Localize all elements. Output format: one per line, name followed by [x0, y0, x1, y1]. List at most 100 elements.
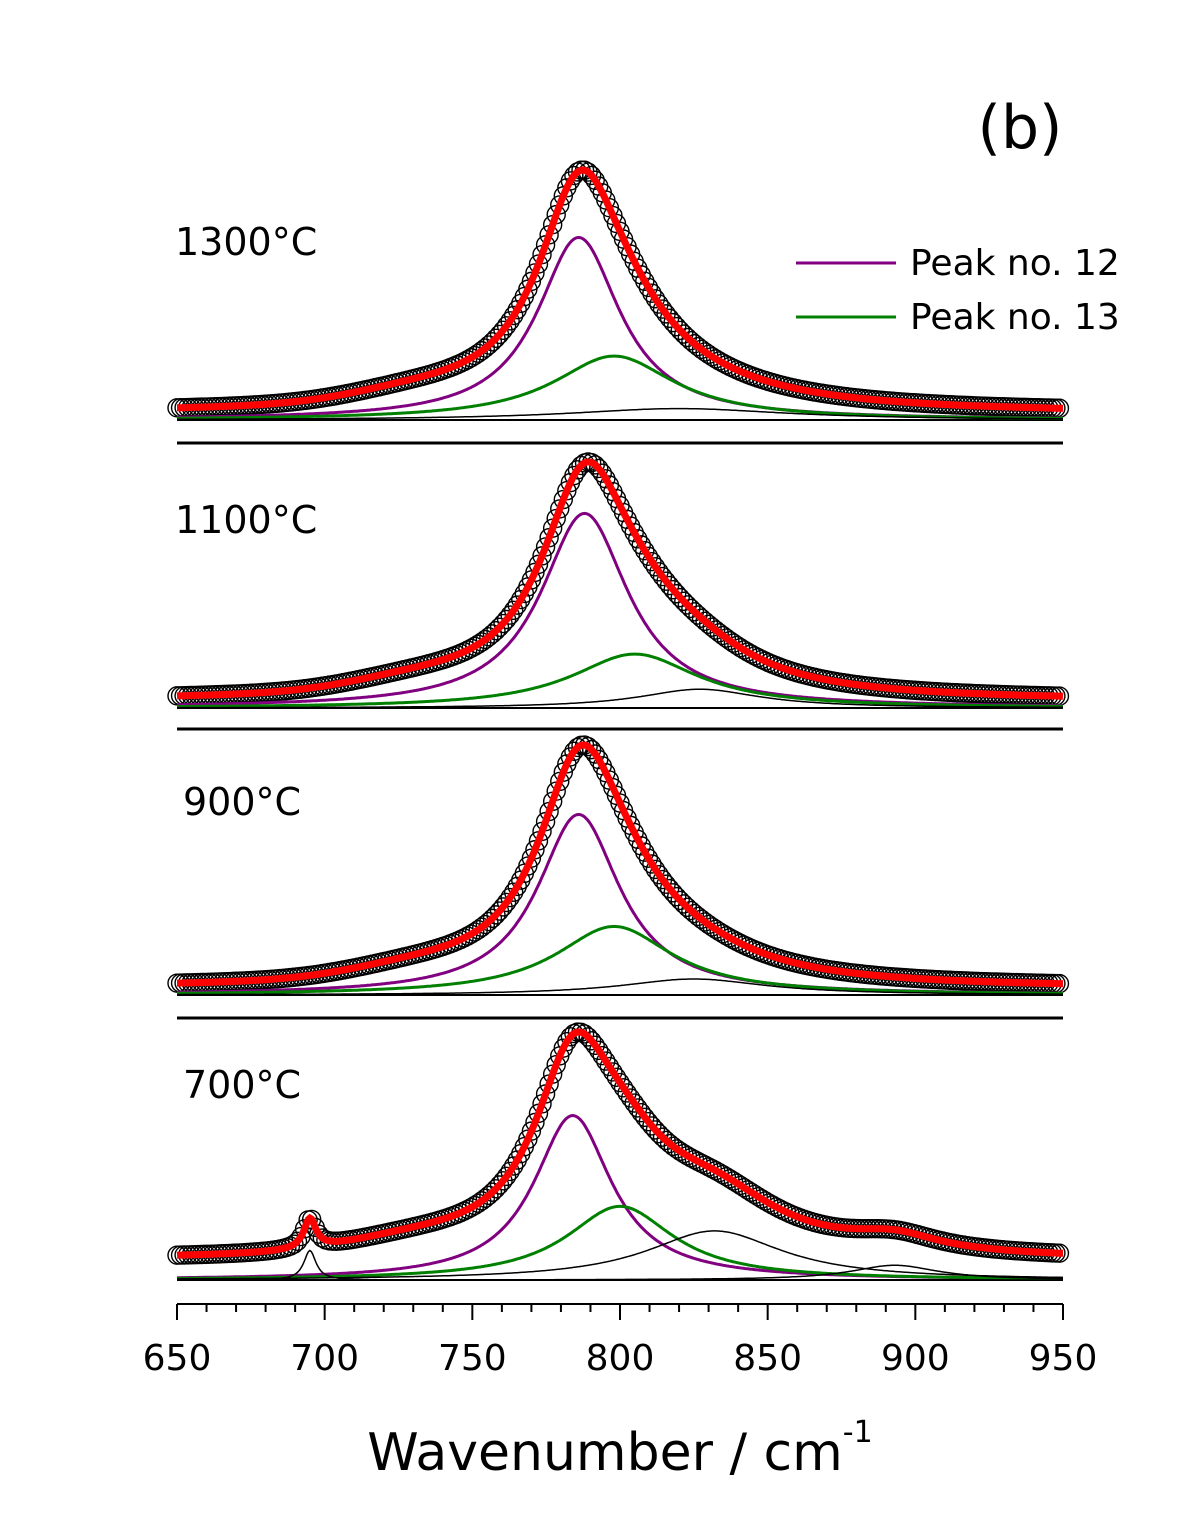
legend-label-peak12: Peak no. 12 [910, 243, 1120, 284]
data-point [695, 912, 715, 932]
panel-2-fit-curve [177, 741, 1063, 988]
x-axis-title-sup: -1 [843, 1415, 873, 1450]
x-tick-label: 800 [586, 1338, 655, 1379]
data-point [645, 1120, 666, 1140]
data-point [581, 1031, 602, 1051]
data-point [468, 1193, 488, 1213]
panel-2: 900°C [167, 735, 1070, 1020]
data-point [649, 864, 669, 885]
x-tick-label: 750 [438, 1338, 507, 1379]
x-tick-label: 850 [733, 1338, 802, 1379]
data-point [691, 339, 712, 360]
data-point [645, 557, 666, 577]
data-point [674, 894, 694, 914]
data-point [475, 338, 496, 358]
data-point [581, 739, 602, 760]
data-point [663, 312, 683, 333]
data-point [677, 595, 698, 615]
data-point [500, 311, 520, 331]
data-point [482, 1182, 503, 1202]
x-axis-title-main: Wavenumber / cm [367, 1423, 843, 1483]
legend: Peak no. 12 Peak no. 13 [796, 243, 1120, 338]
data-point [507, 595, 527, 615]
panel-3-fit-curve [176, 1028, 1063, 1259]
panel-2-data-points [167, 735, 1070, 994]
data-point [642, 551, 662, 572]
data-point [482, 332, 503, 352]
data-point [500, 605, 520, 625]
panel-1-other-curve-2 [177, 688, 1063, 709]
data-point [482, 624, 503, 644]
data-point [620, 1088, 641, 1108]
data-point [631, 535, 651, 555]
panel-2-peak13-curve-1 [177, 924, 1063, 995]
data-point [581, 165, 602, 186]
panel-3-peak13-curve-1 [177, 1204, 1063, 1280]
data-point [674, 591, 694, 612]
data-point [610, 1072, 630, 1093]
data-point [603, 1062, 623, 1082]
data-point [681, 598, 701, 619]
legend-label-peak13: Peak no. 13 [910, 297, 1120, 338]
data-point [624, 1093, 644, 1113]
data-point [475, 914, 496, 935]
data-point [503, 305, 524, 326]
data-point [635, 842, 655, 862]
panel-1-fit-curve [176, 458, 1064, 700]
data-point [496, 1166, 517, 1187]
panel-0-peak13-curve-1 [177, 354, 1063, 420]
data-point [284, 1234, 304, 1254]
data-point [486, 905, 506, 925]
data-point [585, 1035, 605, 1056]
panel-0-fit-curve [177, 166, 1063, 412]
data-point [628, 529, 648, 549]
data-point [464, 922, 485, 942]
data-point [667, 584, 687, 604]
data-point [613, 1078, 634, 1098]
data-point [479, 1185, 499, 1206]
data-point [585, 744, 605, 764]
data-point [592, 463, 612, 483]
panel-3-label: 700°C [183, 1063, 301, 1107]
data-point [468, 634, 488, 654]
data-point [698, 914, 719, 935]
data-point [649, 294, 669, 314]
panel-3-other-curve-2 [177, 1230, 1063, 1280]
data-point [667, 316, 687, 337]
data-point [486, 621, 506, 641]
data-point [663, 883, 683, 903]
x-tick-label: 900 [881, 1338, 950, 1379]
panel-1-data-points [167, 452, 1070, 706]
data-point [599, 1056, 620, 1077]
data-point [713, 625, 733, 646]
data-point [667, 887, 687, 907]
panel-1-label: 1100°C [175, 498, 317, 542]
stacked-panels: 1300°C 1100°C 900°C 700°C [167, 160, 1070, 1281]
data-point [670, 587, 690, 608]
data-point [670, 320, 690, 341]
panel-0-data-points [167, 160, 1070, 418]
panel-3-other-curve-4 [177, 1249, 1063, 1281]
data-point [688, 906, 708, 927]
data-point [521, 848, 542, 868]
data-point [716, 628, 737, 648]
data-point [705, 620, 726, 640]
data-point [496, 892, 517, 913]
panel-0-other-curve-2 [176, 407, 1063, 421]
x-tick-label: 650 [143, 1338, 212, 1379]
x-tick-label: 950 [1029, 1338, 1098, 1379]
data-point [479, 911, 499, 932]
data-point [596, 1051, 616, 1071]
data-point [606, 1067, 627, 1088]
data-point [635, 271, 655, 291]
data-point [720, 630, 740, 651]
data-point [518, 1129, 538, 1149]
data-point [642, 854, 662, 874]
data-point [479, 335, 499, 355]
data-point [695, 342, 715, 362]
data-point [500, 887, 520, 908]
data-point [511, 589, 531, 610]
data-point [638, 546, 659, 566]
data-point [585, 170, 605, 190]
